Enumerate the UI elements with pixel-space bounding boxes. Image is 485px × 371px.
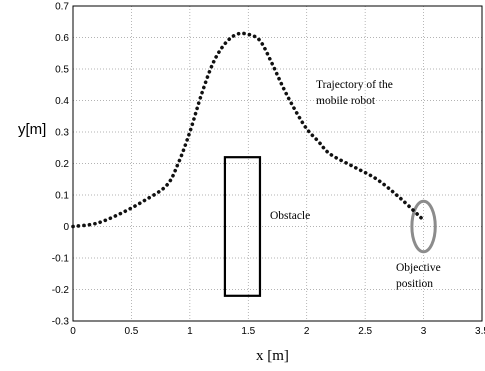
trajectory-series	[71, 31, 426, 229]
x-tick-label: 2.5	[358, 326, 372, 337]
y-tick-label: 0.6	[55, 33, 69, 44]
obstacle-rectangle	[223, 156, 262, 297]
x-tick-label: 1	[187, 326, 193, 337]
y-tick-label: -0.2	[52, 285, 70, 296]
horizontal-gridlines	[73, 37, 482, 290]
y-tick-label: 0.1	[55, 191, 69, 202]
obstacle-annotation: Obstacle	[270, 210, 310, 222]
y-tick-label: 0.7	[55, 2, 69, 13]
trajectory-annotation: Trajectory of the mobile robot	[316, 79, 396, 107]
x-tick-label: 3	[421, 326, 427, 337]
y-axis-label: y[m]	[18, 121, 46, 138]
y-tick-label: -0.3	[52, 317, 70, 328]
y-tick-label: -0.1	[52, 254, 70, 265]
y-tick-label: 0.2	[55, 159, 69, 170]
objective-annotation: Objective position	[396, 262, 444, 290]
x-tick-label: 0	[70, 326, 76, 337]
x-tick-labels: 0 0.5 1 1.5 2 2.5 3 3.5	[70, 326, 485, 337]
x-tick-label: 2	[304, 326, 310, 337]
x-tick-label: 1.5	[241, 326, 255, 337]
y-tick-label: 0.4	[55, 96, 69, 107]
x-axis-label: x [m]	[256, 348, 289, 364]
y-tick-label: 0.3	[55, 128, 69, 139]
y-tick-label: 0	[63, 222, 69, 233]
y-tick-labels: -0.3 -0.2 -0.1 0 0.1 0.2 0.3 0.4 0.5 0.6 0.7	[52, 2, 70, 328]
x-tick-label: 0.5	[124, 326, 138, 337]
plot-frame	[72, 5, 483, 322]
x-tick-label: 3.5	[475, 326, 485, 337]
objective-ellipse	[410, 199, 437, 254]
y-tick-label: 0.5	[55, 65, 69, 76]
